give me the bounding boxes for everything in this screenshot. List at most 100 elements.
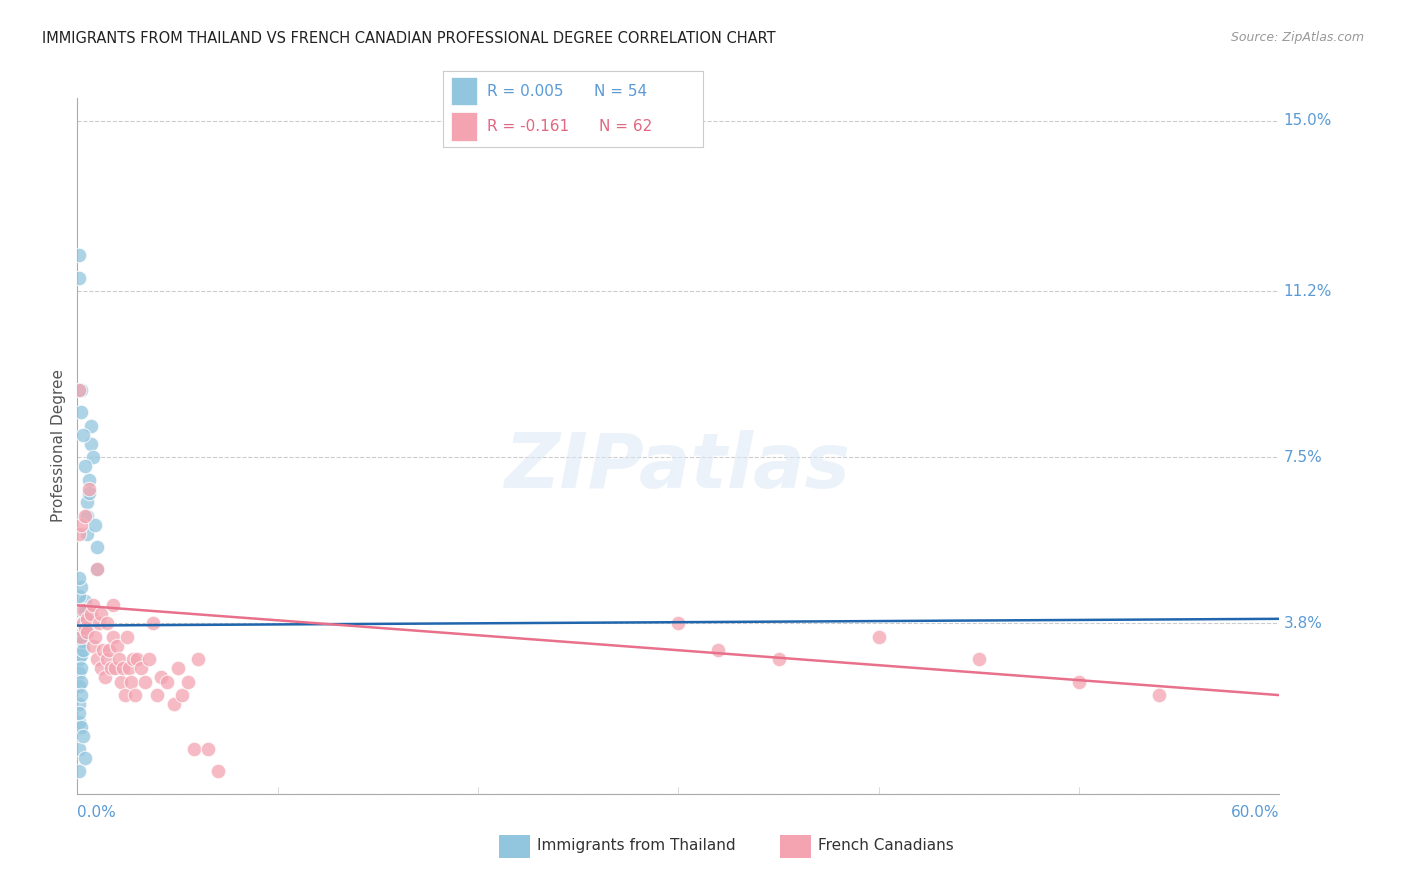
Point xyxy=(156,674,179,689)
Point xyxy=(76,526,98,541)
Point xyxy=(197,742,219,756)
Point xyxy=(72,607,94,622)
Point xyxy=(1149,688,1171,702)
Point xyxy=(67,679,90,693)
Point xyxy=(67,697,90,711)
Point xyxy=(170,688,193,702)
Point xyxy=(75,751,97,765)
Point xyxy=(70,621,93,635)
Point xyxy=(138,652,160,666)
Point xyxy=(127,652,149,666)
Point xyxy=(117,630,139,644)
Point xyxy=(162,697,184,711)
Point xyxy=(75,508,97,523)
Point xyxy=(70,625,93,640)
Y-axis label: Professional Degree: Professional Degree xyxy=(51,369,66,523)
Point xyxy=(70,674,93,689)
Point xyxy=(89,616,111,631)
Point xyxy=(166,661,188,675)
Point xyxy=(86,652,108,666)
Point xyxy=(70,688,93,702)
Point xyxy=(96,652,118,666)
Point xyxy=(93,643,115,657)
Point xyxy=(72,616,94,631)
Point xyxy=(79,486,101,500)
Point xyxy=(67,590,90,604)
Point xyxy=(67,630,90,644)
Text: 15.0%: 15.0% xyxy=(1284,113,1331,128)
Point xyxy=(67,383,90,397)
Point xyxy=(86,540,108,554)
Point xyxy=(67,764,90,779)
Point xyxy=(67,665,90,680)
Point xyxy=(90,607,112,622)
Text: R = 0.005: R = 0.005 xyxy=(486,84,564,99)
Point xyxy=(67,526,90,541)
Text: IMMIGRANTS FROM THAILAND VS FRENCH CANADIAN PROFESSIONAL DEGREE CORRELATION CHAR: IMMIGRANTS FROM THAILAND VS FRENCH CANAD… xyxy=(42,31,776,46)
Point xyxy=(86,562,108,576)
Point xyxy=(80,436,103,450)
Point xyxy=(67,742,90,756)
Point xyxy=(67,639,90,653)
Point xyxy=(768,652,790,666)
Point xyxy=(70,517,93,532)
Point xyxy=(207,764,229,779)
Point xyxy=(70,634,93,648)
Point xyxy=(70,630,93,644)
Point xyxy=(72,643,94,657)
Text: N = 62: N = 62 xyxy=(599,120,652,134)
Point xyxy=(75,594,97,608)
Text: ZIPatlas: ZIPatlas xyxy=(505,430,852,504)
Point xyxy=(72,625,94,640)
Point xyxy=(72,603,94,617)
Point xyxy=(183,742,205,756)
Point xyxy=(67,625,90,640)
Point xyxy=(72,603,94,617)
Point xyxy=(1069,674,1091,689)
Point xyxy=(72,634,94,648)
Point xyxy=(72,616,94,631)
Point xyxy=(75,621,97,635)
Point xyxy=(75,612,97,626)
Point xyxy=(176,674,198,689)
Point xyxy=(76,495,98,509)
Text: 60.0%: 60.0% xyxy=(1232,805,1279,820)
Point xyxy=(131,661,153,675)
Text: French Canadians: French Canadians xyxy=(818,838,955,853)
Point xyxy=(76,625,98,640)
Point xyxy=(100,661,122,675)
Point xyxy=(94,670,117,684)
Point xyxy=(75,621,97,635)
Point xyxy=(142,616,165,631)
Point xyxy=(70,405,93,419)
Text: R = -0.161: R = -0.161 xyxy=(486,120,569,134)
Point xyxy=(67,571,90,585)
Point xyxy=(72,427,94,442)
Point xyxy=(80,607,103,622)
Point xyxy=(80,418,103,433)
Point xyxy=(104,661,127,675)
Point xyxy=(120,674,142,689)
Point xyxy=(108,652,131,666)
Text: Source: ZipAtlas.com: Source: ZipAtlas.com xyxy=(1230,31,1364,45)
Point xyxy=(75,603,97,617)
Point xyxy=(124,688,146,702)
Point xyxy=(118,661,141,675)
Point xyxy=(70,720,93,734)
Point xyxy=(668,616,690,631)
Point xyxy=(79,482,101,496)
Point xyxy=(79,473,101,487)
Text: 0.0%: 0.0% xyxy=(77,805,117,820)
Text: 7.5%: 7.5% xyxy=(1284,450,1323,465)
Point xyxy=(84,630,107,644)
Point xyxy=(70,616,93,631)
Point xyxy=(186,652,209,666)
Point xyxy=(82,639,104,653)
Point xyxy=(76,612,98,626)
Point xyxy=(96,616,118,631)
Point xyxy=(112,661,135,675)
Point xyxy=(82,450,104,465)
Point xyxy=(67,248,90,262)
Point xyxy=(146,688,169,702)
Point xyxy=(70,383,93,397)
